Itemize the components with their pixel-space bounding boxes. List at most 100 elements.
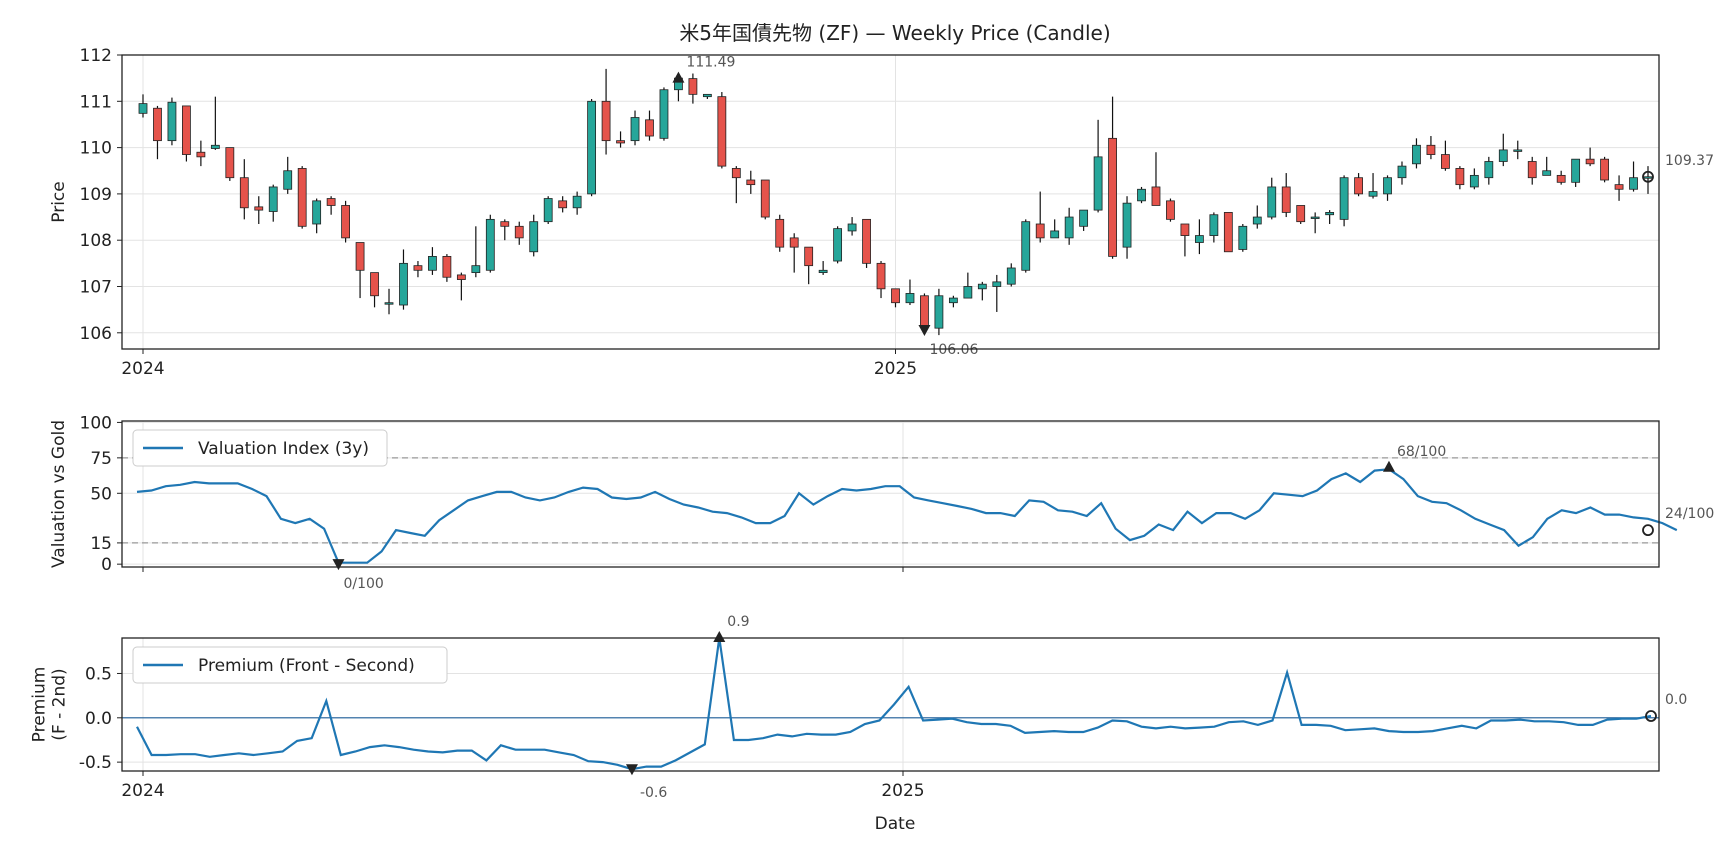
candle-body	[485, 218, 495, 271]
candle-body	[1412, 144, 1421, 165]
candle-body	[731, 168, 741, 179]
candle-body	[355, 242, 365, 271]
candle-body	[1209, 214, 1219, 236]
candle-body	[283, 170, 293, 190]
candle-body	[167, 101, 177, 142]
candle-body	[833, 228, 843, 262]
candle-body	[543, 198, 553, 223]
y-axis-label: Price	[49, 181, 69, 222]
candle-body	[601, 100, 611, 142]
candle-body	[384, 302, 394, 305]
candle-body	[1035, 223, 1045, 239]
last-marker	[1645, 710, 1657, 722]
candle-body	[1527, 161, 1537, 179]
candle-body	[1267, 186, 1277, 218]
candle-body	[341, 205, 350, 239]
candle-body	[1426, 144, 1436, 155]
y-tick-label: 50	[90, 484, 112, 504]
candle-body	[471, 265, 481, 274]
x-tick-label: 2025	[881, 781, 924, 801]
y-tick-label: 110	[80, 139, 112, 159]
candle-body	[905, 293, 915, 304]
candle-body	[1383, 177, 1392, 195]
candle-body	[948, 297, 958, 304]
y-axis-label: Premium(F - 2nd)	[29, 667, 69, 743]
candle-body	[876, 262, 886, 290]
series-line	[136, 468, 1678, 564]
candle-body	[239, 177, 249, 209]
series-line	[136, 637, 1652, 771]
plot-frame	[121, 54, 1660, 350]
valuation-panel: 015 50 75 100 Valuation Index (3y) 0/100 68/10…	[49, 413, 1714, 592]
annotation-label: 0/100	[343, 576, 383, 592]
candle-body	[1252, 216, 1262, 225]
y-tick-label: 0.5	[85, 664, 112, 684]
candle-body	[630, 117, 640, 142]
candle-body	[1585, 158, 1595, 165]
candle-body	[1079, 209, 1089, 227]
candle-body	[254, 206, 264, 211]
candle-body	[1368, 191, 1378, 197]
candle-body	[326, 198, 336, 206]
candle-body	[1137, 188, 1146, 202]
max-marker	[713, 631, 726, 642]
candle-body	[1194, 235, 1204, 243]
legend-box	[132, 646, 448, 684]
candle-body	[1339, 177, 1349, 220]
y-tick-label: 111	[80, 92, 112, 112]
candle-body	[1166, 200, 1175, 220]
candle-body	[514, 225, 524, 239]
candle-body	[659, 89, 669, 139]
candle-body	[1006, 267, 1016, 285]
candle-body	[1498, 149, 1508, 162]
candle-body	[1600, 158, 1609, 181]
candle-body	[268, 186, 278, 212]
candle-body	[413, 265, 423, 271]
candle-body	[1021, 221, 1031, 271]
candle-body	[529, 221, 539, 253]
candle-body	[1542, 170, 1552, 176]
candle-body	[153, 107, 162, 142]
candle-body	[1354, 177, 1363, 195]
annotation-label: 111.49	[686, 55, 735, 71]
legend-box	[132, 429, 388, 467]
candle-body	[558, 200, 568, 209]
candle-body	[1571, 158, 1581, 183]
x-axis-label: Date	[875, 814, 916, 834]
candle-body	[1310, 216, 1320, 219]
candle-body	[934, 295, 944, 329]
annotation-label: 0.9	[727, 614, 749, 630]
annotation-label: 24/100	[1665, 506, 1714, 522]
candle-body	[196, 151, 206, 158]
candle-body	[818, 269, 828, 274]
candle-body	[804, 246, 814, 267]
candle-body	[1643, 176, 1653, 179]
candle-body	[760, 179, 770, 218]
min-marker	[625, 764, 638, 776]
candle-body	[1108, 137, 1117, 257]
candle-body	[297, 168, 307, 227]
candle-body	[1397, 165, 1407, 179]
max-marker	[672, 71, 685, 83]
candle-body	[312, 200, 322, 225]
candle-body	[1180, 223, 1190, 236]
annotation-label: -0.6	[640, 785, 667, 801]
candle-body	[992, 281, 1002, 287]
candle-body	[1064, 216, 1074, 239]
candle-body	[977, 283, 987, 290]
legend-label: Valuation Index (3y)	[198, 439, 369, 459]
price-panel: 106 107 108 109 110 111 112 2024 2025 111.49 106.0…	[49, 46, 1714, 379]
y-axis-label-line: Valuation vs Gold	[49, 420, 69, 568]
max-marker	[1382, 460, 1395, 472]
candle-body	[1455, 168, 1465, 186]
candle-body	[1484, 161, 1494, 179]
y-axis-label-line: Price	[49, 181, 69, 222]
candle-body	[775, 218, 785, 248]
candle-body	[1151, 186, 1161, 206]
candle-body	[1296, 205, 1306, 223]
candle-body	[1050, 230, 1060, 239]
candle-body	[789, 237, 799, 248]
candle-body	[370, 272, 379, 297]
candle-body	[847, 223, 857, 232]
candle-body	[500, 221, 510, 227]
